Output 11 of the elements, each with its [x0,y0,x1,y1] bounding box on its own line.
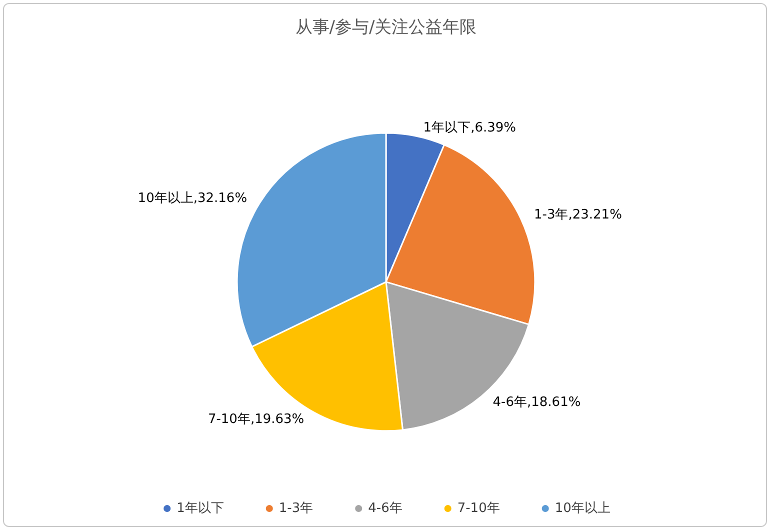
legend-label: 10年以上 [554,501,610,516]
legend-label: 7-10年 [457,501,500,516]
data-label: 1-3年,23.21% [534,208,622,223]
data-label: 10年以上,32.16% [138,191,248,206]
data-label: 4-6年,18.61% [492,394,581,410]
data-label: 1年以下,6.39% [423,120,516,136]
legend-label: 4-6年 [368,501,402,516]
legend-label: 1-3年 [278,501,314,516]
legend-label: 1年以下 [176,501,224,516]
chart-title: 从事/参与/关注公益年限 [295,18,477,38]
data-label: 7-10年,19.63% [208,412,304,427]
